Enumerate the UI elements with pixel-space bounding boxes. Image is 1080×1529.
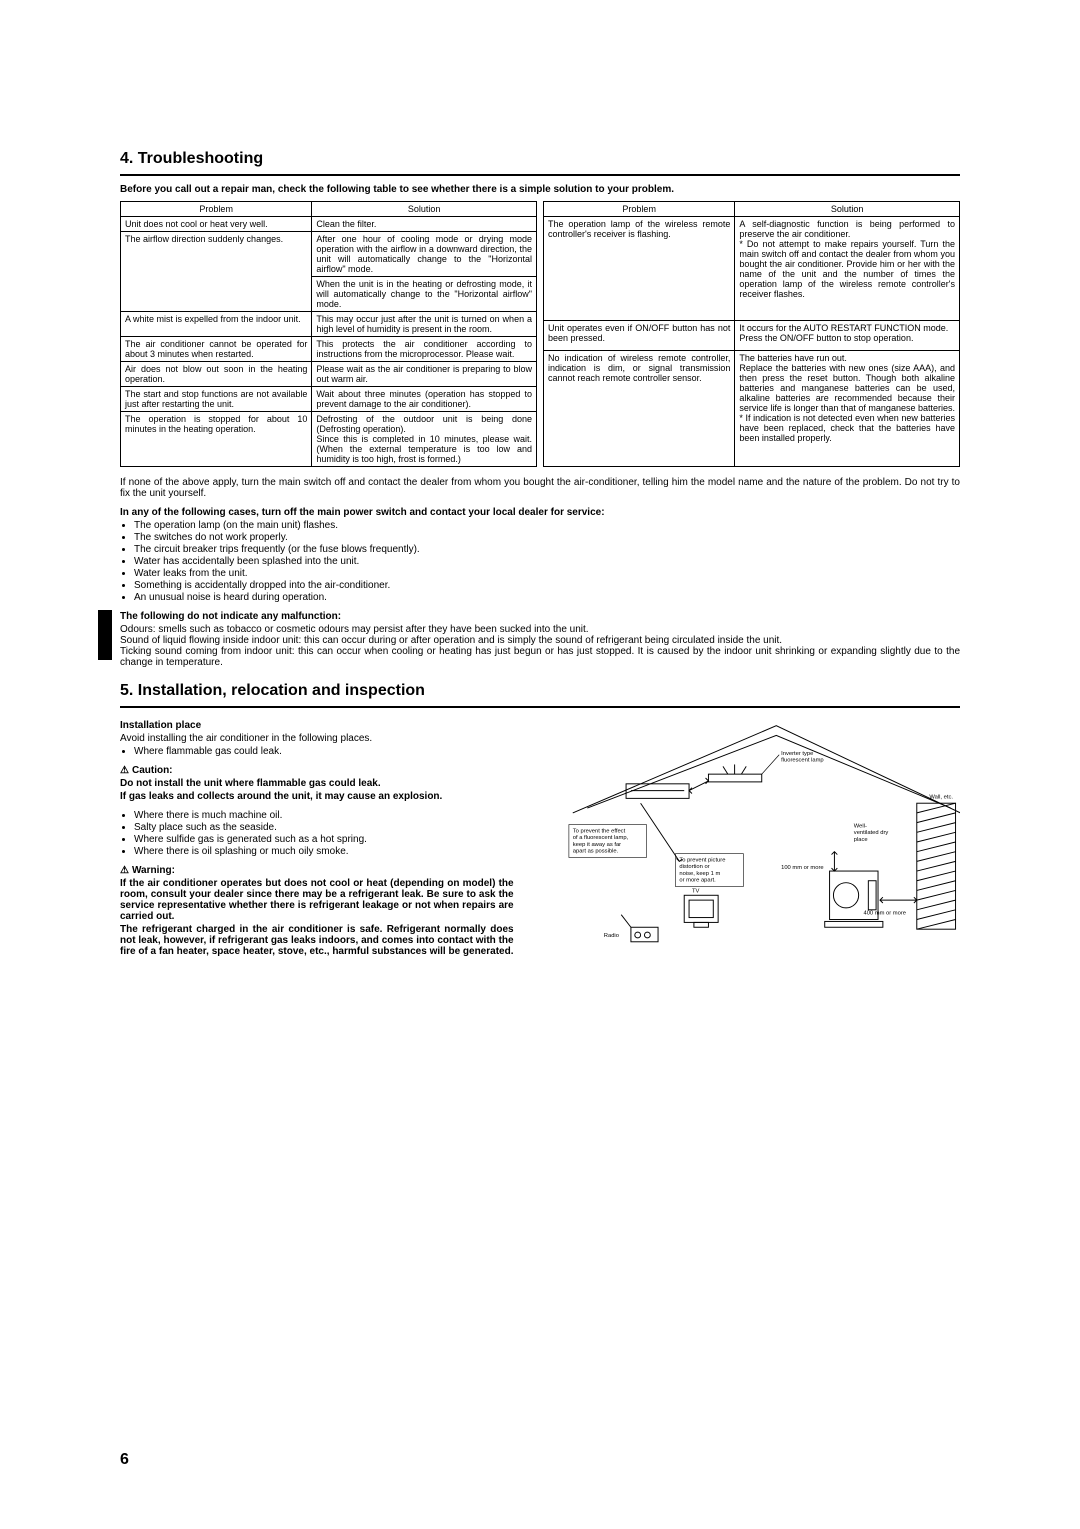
list-item: Where there is oil splashing or much oil…	[134, 846, 514, 857]
diagram-label-ventilated: Well-ventilated dryplace	[853, 823, 888, 843]
avoid-intro: Avoid installing the air conditioner in …	[120, 733, 514, 744]
table-cell: The operation is stopped for about 10 mi…	[121, 412, 312, 467]
troubleshooting-table-left: Problem Solution Unit does not cool or h…	[120, 201, 537, 467]
troubleshooting-table-right: Problem Solution The operation lamp of t…	[543, 201, 960, 467]
caution-line-2: If gas leaks and collects around the uni…	[120, 791, 514, 802]
section-4-intro: Before you call out a repair man, check …	[120, 184, 960, 195]
caution-line-1: Do not install the unit where flammable …	[120, 778, 514, 789]
service-cases-list: The operation lamp (on the main unit) fl…	[120, 520, 960, 603]
table-cell: The airflow direction suddenly changes.	[121, 232, 312, 312]
table-cell: A self-diagnostic function is being perf…	[735, 217, 960, 321]
list-item: Where flammable gas could leak.	[134, 746, 514, 757]
section-5-rule	[120, 706, 960, 708]
th-problem: Problem	[544, 202, 735, 217]
page-side-tab	[98, 610, 112, 660]
list-item: An unusual noise is heard during operati…	[134, 592, 960, 603]
table-cell: Clean the filter.	[312, 217, 537, 232]
service-cases-bold: In any of the following cases, turn off …	[120, 507, 960, 518]
table-cell: This protects the air conditioner accord…	[312, 337, 537, 362]
list-item: Where there is much machine oil.	[134, 810, 514, 821]
avoid-list-2: Where there is much machine oil.Salty pl…	[120, 810, 514, 857]
table-cell: No indication of wireless remote control…	[544, 351, 735, 467]
table-cell: Unit does not cool or heat very well.	[121, 217, 312, 232]
section-4-rule	[120, 174, 960, 176]
diagram-label-fluorescent-note: To prevent the effectof a fluorescent la…	[572, 828, 628, 854]
list-item: Salty place such as the seaside.	[134, 822, 514, 833]
installation-place-heading: Installation place	[120, 720, 514, 731]
th-problem: Problem	[121, 202, 312, 217]
table-cell: When the unit is in the heating or defro…	[312, 277, 537, 312]
table-cell: After one hour of cooling mode or drying…	[312, 232, 537, 277]
list-item: Water has accidentally been splashed int…	[134, 556, 960, 567]
list-item: Something is accidentally dropped into t…	[134, 580, 960, 591]
diagram-label-wall: Wall, etc.	[929, 794, 953, 800]
section-5-right-column: Inverter typefluorescent lamp Wall, etc.…	[534, 716, 960, 973]
table-cell: The air conditioner cannot be operated f…	[121, 337, 312, 362]
warning-label: Warning:	[120, 865, 514, 876]
list-item: The switches do not work properly.	[134, 532, 960, 543]
table-cell: Wait about three minutes (operation has …	[312, 387, 537, 412]
section-5-title: 5. Installation, relocation and inspecti…	[120, 682, 960, 700]
caution-label: Caution:	[120, 765, 514, 776]
warning-paragraph-2: The refrigerant charged in the air condi…	[120, 924, 514, 957]
troubleshooting-tables: Problem Solution Unit does not cool or h…	[120, 201, 960, 467]
list-item: Water leaks from the unit.	[134, 568, 960, 579]
table-cell: Unit operates even if ON/OFF button has …	[544, 320, 735, 350]
th-solution: Solution	[735, 202, 960, 217]
list-item: The operation lamp (on the main unit) fl…	[134, 520, 960, 531]
no-malfunction-bold: The following do not indicate any malfun…	[120, 611, 960, 622]
warning-paragraph-1: If the air conditioner operates but does…	[120, 878, 514, 922]
installation-diagram: Inverter typefluorescent lamp Wall, etc.…	[534, 716, 960, 968]
diagram-label-400mm: 400 mm or more	[863, 911, 906, 917]
table-cell: The start and stop functions are not ava…	[121, 387, 312, 412]
avoid-list-1: Where flammable gas could leak.	[120, 746, 514, 757]
th-solution: Solution	[312, 202, 537, 217]
section-5-left-column: Installation place Avoid installing the …	[120, 716, 514, 973]
after-table-paragraph: If none of the above apply, turn the mai…	[120, 477, 960, 499]
section-5-columns: Installation place Avoid installing the …	[120, 716, 960, 973]
diagram-label-tv: TV	[692, 888, 700, 894]
list-item: Where sulfide gas is generated such as a…	[134, 834, 514, 845]
table-cell: Air does not blow out soon in the heatin…	[121, 362, 312, 387]
page-number: 6	[120, 1451, 129, 1469]
diagram-label-100mm: 100 mm or more	[781, 865, 824, 871]
table-cell: A white mist is expelled from the indoor…	[121, 312, 312, 337]
table-cell: This may occur just after the unit is tu…	[312, 312, 537, 337]
section-4-title: 4. Troubleshooting	[120, 150, 960, 168]
table-cell: The batteries have run out. Replace the …	[735, 351, 960, 467]
diagram-label-radio: Radio	[603, 933, 618, 939]
table-cell: Defrosting of the outdoor unit is being …	[312, 412, 537, 467]
table-cell: It occurs for the AUTO RESTART FUNCTION …	[735, 320, 960, 350]
list-item: The circuit breaker trips frequently (or…	[134, 544, 960, 555]
diagram-label-tv-note: To prevent picturedistortion ornoise, ke…	[679, 857, 725, 883]
no-malfunction-text: Odours: smells such as tobacco or cosmet…	[120, 624, 960, 668]
table-cell: Please wait as the air conditioner is pr…	[312, 362, 537, 387]
table-cell: The operation lamp of the wireless remot…	[544, 217, 735, 321]
